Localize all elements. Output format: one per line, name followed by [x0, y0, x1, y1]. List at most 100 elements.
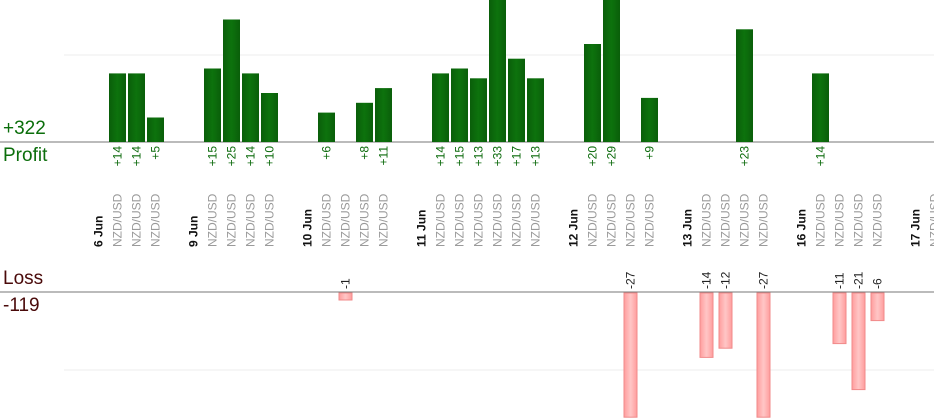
date-label: 10 Jun	[301, 209, 315, 247]
profit-label: Profit	[3, 145, 48, 166]
profit-value-label: +13	[529, 146, 543, 167]
profit-bar	[812, 73, 829, 142]
profit-value-label: +29	[605, 146, 619, 167]
pair-label: NZD/USD	[472, 193, 486, 247]
profit-value-label: +14	[434, 146, 448, 167]
pair-label: NZD/USD	[605, 193, 619, 247]
pair-label: NZD/USD	[738, 193, 752, 247]
pair-label: NZD/USD	[453, 193, 467, 247]
bars-layer	[109, 0, 885, 418]
profit-bar	[527, 78, 544, 142]
profit-bar	[223, 19, 240, 142]
profit-bar	[451, 68, 468, 142]
pair-label: NZD/USD	[510, 193, 524, 247]
loss-bar	[756, 292, 771, 418]
pair-label: NZD/USD	[833, 193, 847, 247]
loss-bar	[623, 292, 638, 418]
profit-bar	[603, 0, 620, 143]
profit-bar	[128, 73, 145, 142]
pair-label: NZD/USD	[244, 193, 258, 247]
loss-bar	[718, 292, 733, 349]
loss-bar	[851, 292, 866, 391]
profit-value-label: +14	[130, 146, 144, 167]
profit-bar	[318, 112, 335, 142]
profit-value-label: +15	[206, 146, 220, 167]
profit-bar	[375, 88, 392, 142]
pair-label: NZD/USD	[757, 193, 771, 247]
date-label: 17 Jun	[909, 209, 923, 247]
pair-label: NZD/USD	[624, 193, 638, 247]
date-label: 16 Jun	[795, 209, 809, 247]
profit-bar	[109, 73, 126, 142]
profit-bar	[584, 44, 601, 142]
pair-label: NZD/USD	[814, 193, 828, 247]
profit-bar	[489, 0, 506, 142]
loss-bar	[832, 292, 847, 345]
profit-value-label: +20	[586, 146, 600, 167]
loss-bar	[699, 292, 714, 358]
pair-label: NZD/USD	[719, 193, 733, 247]
loss-value-label: -21	[852, 271, 866, 289]
loss-total: -119	[3, 295, 40, 316]
pair-label: NZD/USD	[358, 193, 372, 247]
loss-value-label: -12	[719, 271, 733, 289]
profit-total: +322	[3, 118, 46, 139]
pair-label: NZD/USD	[586, 193, 600, 247]
labels-layer: 6 Jun 9 Jun 10 Jun 11 Jun 12 Jun 13 Jun 16 Jun…	[92, 146, 934, 289]
date-label: 12 Jun	[567, 209, 581, 247]
pair-label: NZD/USD	[643, 193, 657, 247]
pair-label: NZD/USD	[491, 193, 505, 247]
pair-label: NZD/USD	[111, 193, 125, 247]
profit-value-label: +33	[491, 146, 505, 167]
loss-bar	[870, 292, 885, 322]
date-label: 6 Jun	[92, 216, 106, 247]
profit-bar	[147, 117, 164, 142]
profit-value-label: +13	[472, 146, 486, 167]
date-label: 13 Jun	[681, 209, 695, 247]
pair-label: NZD/USD	[529, 193, 543, 247]
profit-value-label: +9	[643, 146, 657, 160]
profit-value-label: +15	[453, 146, 467, 167]
loss-value-label: -14	[700, 271, 714, 289]
profit-value-label: +14	[814, 146, 828, 167]
pair-label: NZD/USD	[263, 193, 277, 247]
loss-value-label: -27	[624, 271, 638, 289]
profit-bar	[204, 68, 221, 142]
profit-bar	[736, 29, 753, 142]
profit-value-label: +23	[738, 146, 752, 167]
pair-label: NZD/USD	[700, 193, 714, 247]
pair-label: NZD/USD	[434, 193, 448, 247]
profit-value-label: +17	[510, 146, 524, 167]
profit-value-label: +14	[244, 146, 258, 167]
profit-value-label: +5	[149, 146, 163, 160]
profit-bar	[641, 97, 658, 142]
profit-bar	[261, 93, 278, 142]
profit-value-label: +6	[320, 146, 334, 160]
profit-bar	[432, 73, 449, 142]
profit-bar	[470, 78, 487, 142]
pair-label: NZD/USD	[320, 193, 334, 247]
pair-label: NZD/USD	[206, 193, 220, 247]
pair-label: NZD/USD	[377, 193, 391, 247]
loss-bar	[338, 292, 353, 301]
profit-value-label: +10	[263, 146, 277, 167]
pair-label: NZD/USD	[225, 193, 239, 247]
date-label: 11 Jun	[415, 210, 429, 247]
loss-label: Loss	[3, 268, 44, 289]
pair-label: NZD/USD	[928, 193, 934, 247]
date-label: 9 Jun	[187, 216, 201, 247]
profit-value-label: +25	[225, 146, 239, 167]
profit-value-label: +8	[358, 146, 372, 160]
loss-value-label: -11	[833, 272, 847, 289]
pair-label: NZD/USD	[871, 193, 885, 247]
loss-value-label: -1	[339, 278, 353, 289]
profit-value-label: +14	[111, 146, 125, 167]
pair-label: NZD/USD	[130, 193, 144, 247]
pair-label: NZD/USD	[852, 193, 866, 247]
loss-value-label: -6	[871, 278, 885, 289]
profit-bar	[356, 102, 373, 142]
loss-value-label: -27	[757, 271, 771, 289]
profit-bar	[508, 58, 525, 143]
profit-value-label: +11	[377, 146, 391, 166]
